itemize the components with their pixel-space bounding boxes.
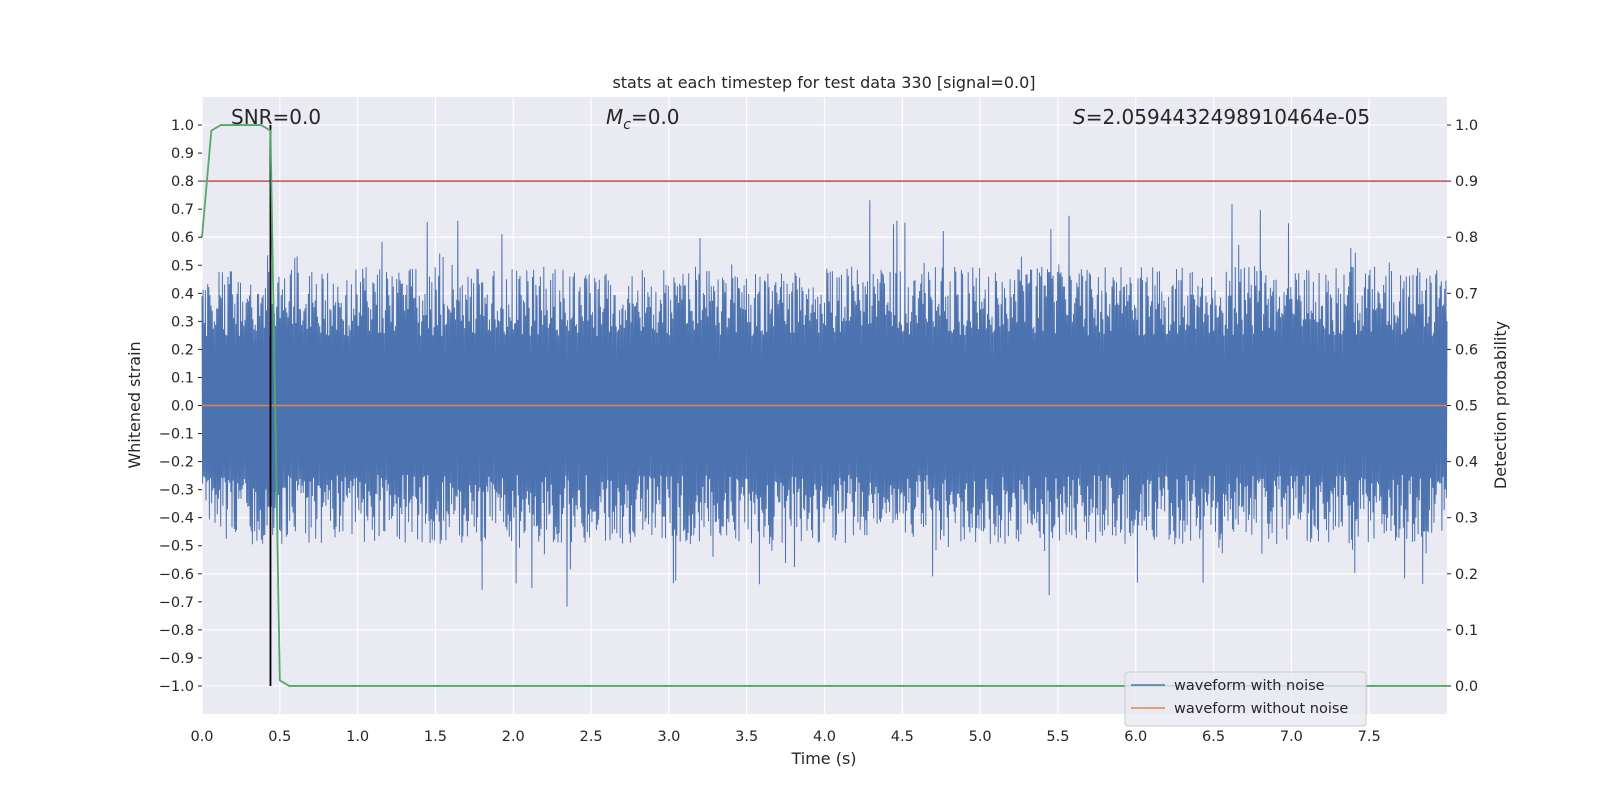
chirp-mass-subscript: c (623, 117, 631, 133)
y-right-tick-label: 0.7 (1455, 286, 1478, 302)
snr-annotation: SNR=0.0 (231, 105, 321, 129)
y-left-tick-label: −0.8 (159, 623, 194, 639)
tick-labels: 0.0 0.5 1.0 1.5 2.0 2.5 3.0 3.5 4.0 4.5 5.0 5.5 6.0 6… (159, 118, 1478, 745)
chirp-mass-annotation: Mc=0.0 (606, 105, 680, 133)
y-left-tick-label: −0.7 (159, 595, 194, 611)
y-left-tick-label: 0.2 (171, 342, 194, 358)
y-left-tick-label: 0.6 (171, 230, 194, 246)
y-left-tick-label: 0.1 (171, 370, 194, 386)
y-right-tick-label: 0.6 (1455, 342, 1478, 358)
y-left-tick-label: 0.0 (171, 399, 194, 415)
y-left-tick-label: 0.7 (171, 202, 194, 218)
legend-box (1124, 671, 1367, 727)
y-left-tick-label: −1.0 (159, 679, 194, 695)
y-left-tick-label: −0.5 (159, 539, 194, 555)
x-tick-label: 2.0 (502, 729, 525, 745)
y-right-tick-label: 0.3 (1455, 511, 1478, 527)
y-right-tick-label: 0.2 (1455, 567, 1478, 583)
x-tick-label: 3.5 (735, 729, 758, 745)
x-tick-label: 4.5 (891, 729, 914, 745)
x-tick-label: 3.0 (657, 729, 680, 745)
y-right-tick-label: 0.1 (1455, 623, 1478, 639)
x-tick-label: 5.5 (1046, 729, 1069, 745)
chirp-mass-value: =0.0 (631, 105, 680, 129)
x-tick-label: 7.5 (1358, 729, 1381, 745)
y-right-tick-label: 1.0 (1455, 118, 1478, 134)
y-axis-label-left: Whitened strain (125, 341, 144, 468)
y-left-tick-label: −0.6 (159, 567, 194, 583)
y-left-tick-label: −0.3 (159, 483, 194, 499)
y-left-tick-label: −0.2 (159, 455, 194, 471)
chart-title: stats at each timestep for test data 330… (612, 73, 1035, 92)
x-tick-label: 1.0 (346, 729, 369, 745)
y-right-tick-label: 0.5 (1455, 399, 1478, 415)
x-tick-label: 0.0 (190, 729, 213, 745)
x-tick-label: 6.0 (1124, 729, 1147, 745)
y-left-tick-label: 0.4 (171, 286, 194, 302)
s-annotation: S=2.0594432498910464e-05 (1073, 105, 1370, 129)
legend-label-waveform-with-noise: waveform with noise (1174, 678, 1325, 694)
y-axis-label-right: Detection probability (1491, 321, 1510, 489)
x-tick-label: 4.0 (813, 729, 836, 745)
legend-label-waveform-without-noise: waveform without noise (1174, 701, 1348, 717)
x-tick-label: 2.5 (580, 729, 603, 745)
x-tick-label: 7.0 (1280, 729, 1303, 745)
y-left-tick-label: −0.1 (159, 427, 194, 443)
legend: waveform with noise waveform without noi… (1124, 671, 1367, 727)
line-waveform-with-noise (201, 200, 1448, 607)
y-left-tick-label: −0.4 (159, 511, 194, 527)
y-right-tick-label: 0.8 (1455, 230, 1478, 246)
s-symbol: S (1073, 105, 1086, 129)
x-tick-label: 0.5 (268, 729, 291, 745)
y-left-tick-label: −0.9 (159, 651, 194, 667)
y-right-tick-label: 0.9 (1455, 174, 1478, 190)
x-tick-label: 5.0 (969, 729, 992, 745)
chirp-mass-symbol: M (606, 105, 623, 129)
x-tick-label: 6.5 (1202, 729, 1225, 745)
s-value: =2.0594432498910464e-05 (1086, 105, 1370, 129)
y-right-tick-label: 0.0 (1455, 679, 1478, 695)
x-axis-label: Time (s) (790, 749, 856, 768)
y-left-tick-label: 0.3 (171, 314, 194, 330)
y-right-tick-label: 0.4 (1455, 455, 1478, 471)
y-left-tick-label: 0.5 (171, 258, 194, 274)
line-detection-probability (201, 124, 1447, 687)
y-left-tick-label: 0.9 (171, 146, 194, 162)
y-left-tick-label: 0.8 (171, 174, 194, 190)
y-left-tick-label: 1.0 (171, 118, 194, 134)
series-waveform-with-noise (201, 200, 1448, 607)
x-tick-label: 1.5 (424, 729, 447, 745)
line-series (201, 124, 1447, 687)
